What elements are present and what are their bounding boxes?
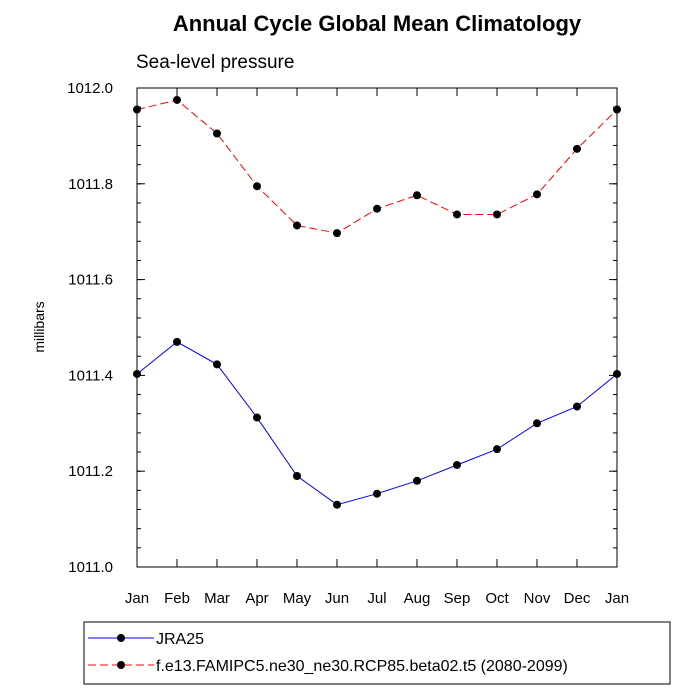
series-1-point <box>333 229 341 238</box>
series-0-point <box>333 500 341 509</box>
series-1-point <box>373 204 381 213</box>
legend-label: f.e13.FAMIPC5.ne30_ne30.RCP85.beta02.t5 … <box>156 658 568 675</box>
series-layer <box>133 95 621 509</box>
series-1-point <box>573 144 581 153</box>
series-1-point <box>413 191 421 200</box>
y-tick-label: 1011.0 <box>68 559 113 576</box>
x-tick-label: Jul <box>367 590 386 607</box>
x-tick-label: Dec <box>564 590 591 607</box>
series-0-point <box>373 489 381 498</box>
series-0-point <box>213 360 221 369</box>
series-0-point <box>533 419 541 428</box>
x-tick-label: Apr <box>245 590 268 607</box>
x-tick-label: Oct <box>485 590 509 607</box>
chart-title: Annual Cycle Global Mean Climatology <box>173 11 582 36</box>
series-1-point <box>253 182 261 191</box>
series-0-point <box>613 369 621 378</box>
x-tick-label: Nov <box>524 590 551 607</box>
series-0-point <box>413 476 421 485</box>
series-line-0 <box>136 341 618 506</box>
y-axis-label: millibars <box>31 301 47 352</box>
series-1-point <box>533 190 541 199</box>
series-1-point <box>173 95 181 104</box>
series-0-point <box>493 445 501 454</box>
series-0-point <box>573 402 581 411</box>
legend: JRA25 f.e13.FAMIPC5.ne30_ne30.RCP85.beta0… <box>88 631 568 675</box>
tick-labels: Jan Feb Mar Apr May Jun Jul Aug Sep Oct Nov Dec Jan 1… <box>67 80 629 607</box>
series-0-point <box>453 460 461 469</box>
series-1-point <box>133 105 141 114</box>
x-tick-label: Jun <box>325 590 349 607</box>
x-tick-label: Sep <box>444 590 471 607</box>
x-tick-label: May <box>283 590 312 607</box>
y-tick-label: 1011.8 <box>68 176 113 193</box>
series-0-point <box>173 337 181 346</box>
series-1-point <box>293 221 301 230</box>
x-tick-label: Jan <box>605 590 629 607</box>
series-0-point <box>133 369 141 378</box>
legend-marker <box>117 634 125 642</box>
legend-box <box>83 621 671 685</box>
series-1-point <box>213 129 221 138</box>
y-tick-label: 1011.2 <box>68 463 113 480</box>
x-tick-label: Mar <box>204 590 230 607</box>
x-tick-label: Feb <box>164 590 190 607</box>
legend-label: JRA25 <box>156 631 204 648</box>
y-tick-label: 1011.4 <box>68 367 113 384</box>
x-tick-label: Aug <box>404 590 431 607</box>
x-tick-label: Jan <box>125 590 149 607</box>
y-tick-label: 1012.0 <box>67 80 113 97</box>
series-0-point <box>253 413 261 422</box>
series-1-point <box>493 210 501 219</box>
series-1-point <box>613 105 621 114</box>
y-tick-label: 1011.6 <box>68 272 113 289</box>
series-line-1 <box>136 99 618 234</box>
legend-marker <box>117 661 125 669</box>
chart-subtitle: Sea-level pressure <box>136 52 294 73</box>
series-0-point <box>293 471 301 480</box>
series-1-point <box>453 210 461 219</box>
